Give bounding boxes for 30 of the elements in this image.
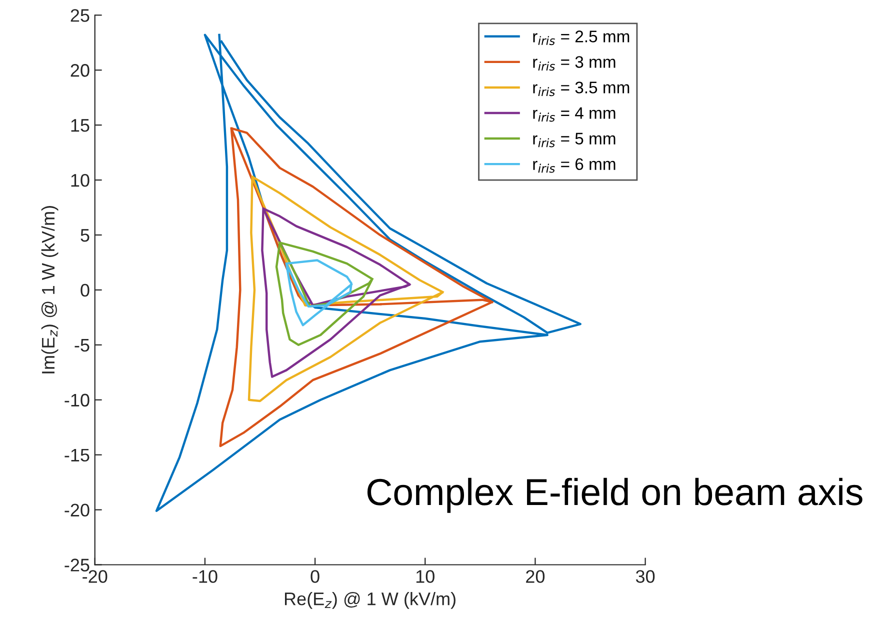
x-tick-label: 30	[636, 570, 655, 583]
legend-label: r$_{iris}$ = 6 mm	[533, 158, 616, 173]
y-tick-label: 20	[70, 64, 90, 77]
annotation: Complex E-field on beam axis	[367, 478, 862, 513]
x-tick-label: 20	[526, 570, 545, 583]
line-series	[219, 127, 494, 448]
y-tick-label: -15	[64, 448, 90, 462]
legend-label: r$_{iris}$ = 3 mm	[533, 56, 616, 71]
line-series	[275, 242, 374, 346]
y-tick-label: -5	[74, 339, 90, 352]
y-axis-title: Im(E$_{z}$) @ 1 W (kV/m)	[41, 206, 58, 374]
x-tick-label: 0	[310, 570, 320, 583]
line-series	[285, 259, 352, 326]
y-tick-label: 15	[71, 119, 90, 132]
legend-label: r$_{iris}$ = 4 mm	[533, 107, 616, 122]
x-tick-label: -10	[192, 570, 218, 583]
legend-label: r$_{iris}$ = 2.5 mm	[533, 30, 630, 46]
legend-label: r$_{iris}$ = 5 mm	[533, 132, 616, 148]
y-tick-label: 25	[70, 9, 90, 22]
legend-label: r$_{iris}$ = 3.5 mm	[533, 82, 630, 96]
line-series	[261, 207, 411, 378]
line-series	[248, 176, 444, 402]
x-tick-label: 10	[416, 570, 434, 583]
y-tick-label: 0	[80, 284, 90, 297]
y-tick-label: -20	[64, 504, 90, 517]
y-tick-label: -10	[64, 394, 90, 407]
y-tick-label: 10	[71, 174, 90, 187]
x-axis-title: Re(E$_{z}$) @ 1 W (kV/m)	[284, 592, 456, 609]
y-tick-label: 5	[80, 229, 90, 242]
y-tick-label: -25	[64, 558, 90, 572]
